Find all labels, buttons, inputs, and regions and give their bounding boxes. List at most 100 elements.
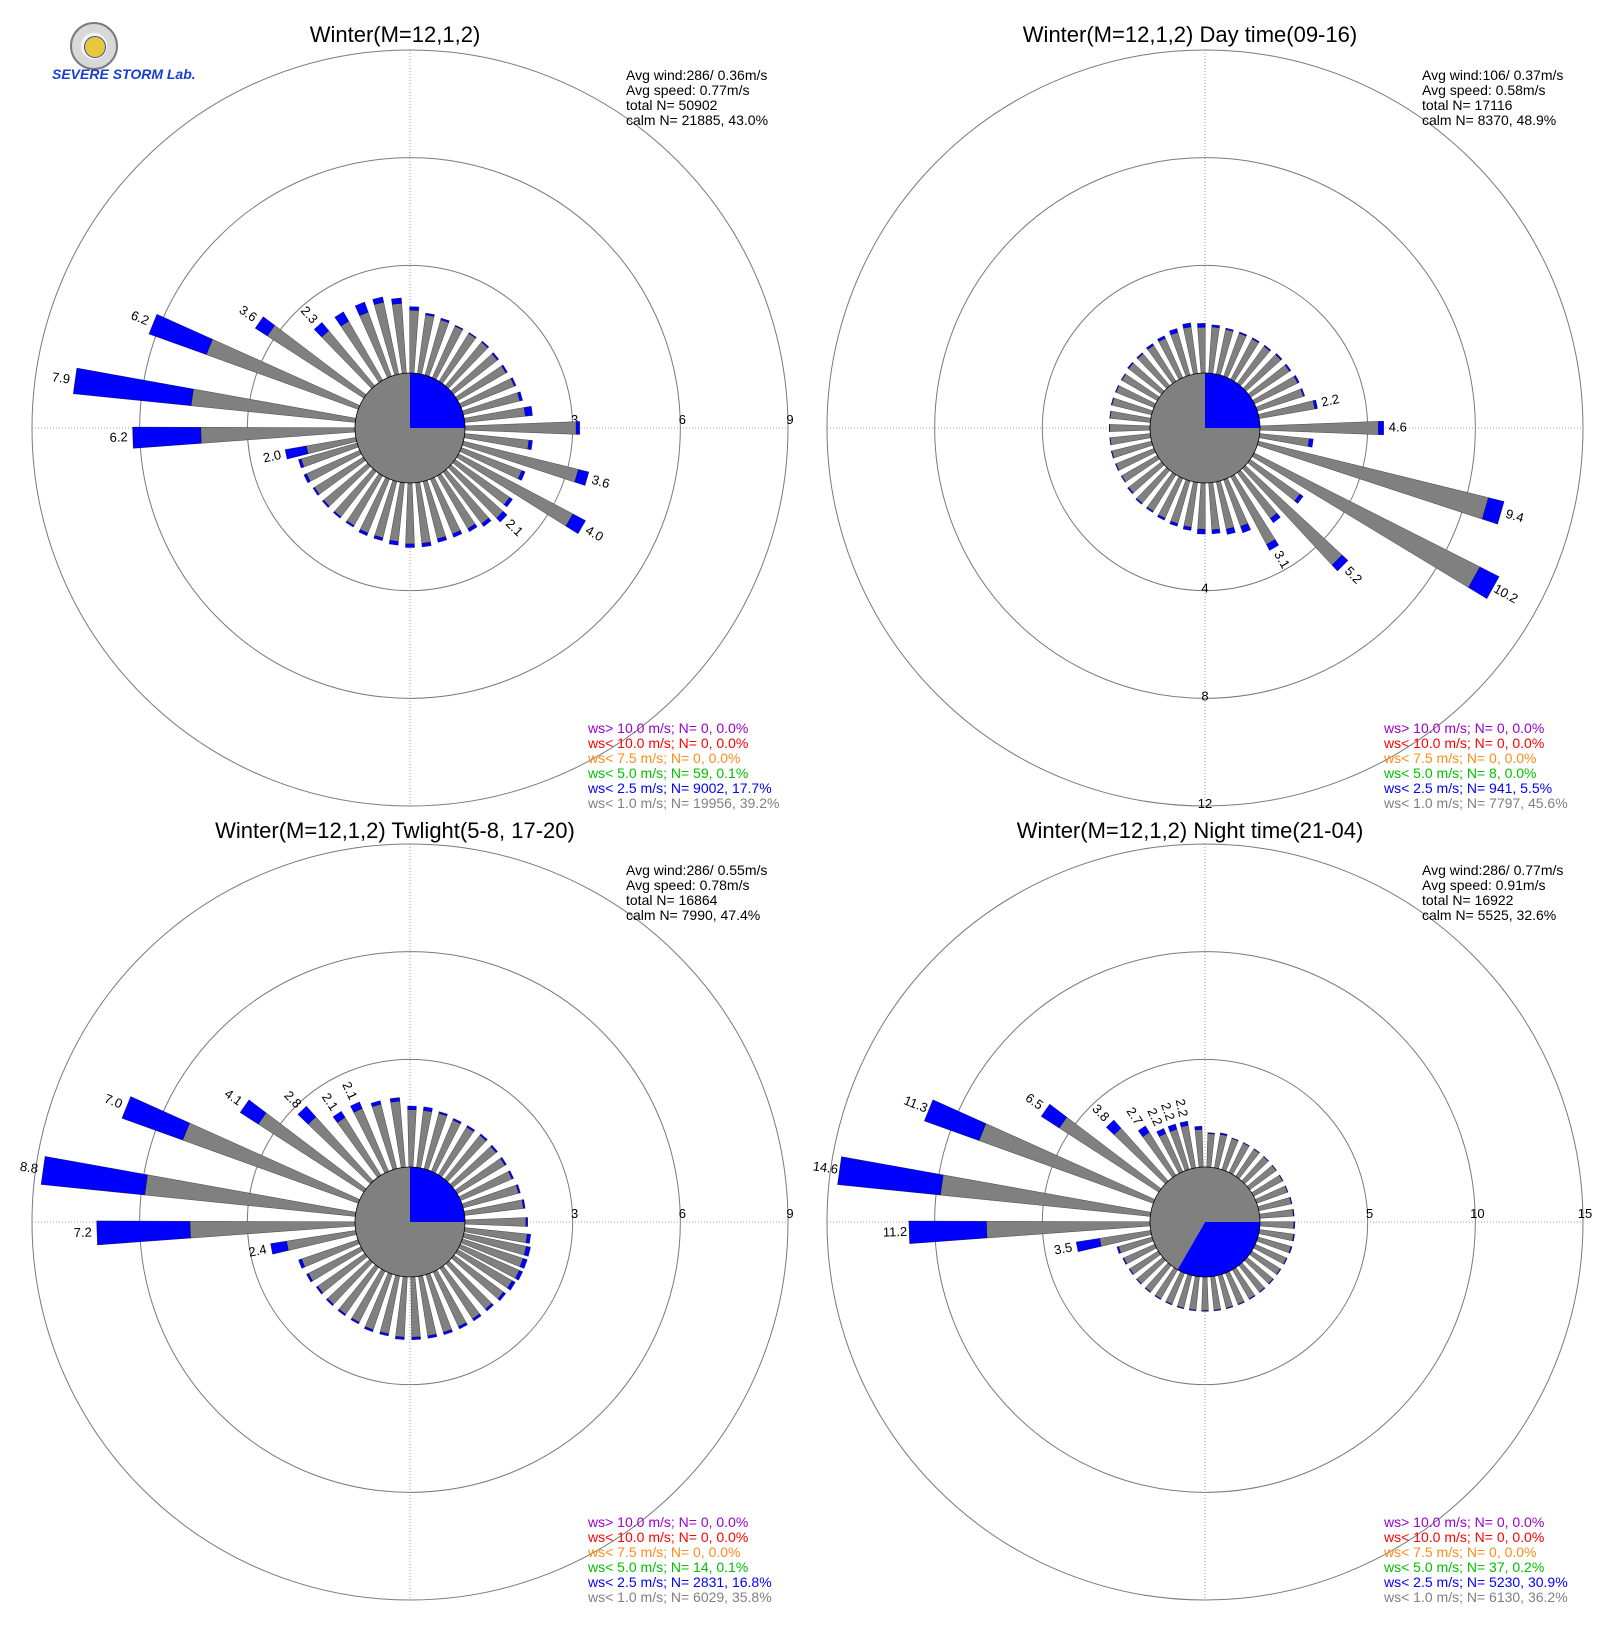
stats-line: calm N= 5525, 32.6% [1422, 907, 1556, 923]
petal-segment-lt2_5 [132, 426, 202, 449]
petal-value-label: 11.2 [883, 1224, 908, 1240]
petal-segment-lt1 [410, 1276, 421, 1338]
petal-value-label: 2.1 [319, 1090, 342, 1113]
petal-segment-lt2_5 [454, 324, 464, 331]
petal-segment-lt2_5 [440, 317, 450, 323]
petal-segment-lt2_5 [490, 1144, 498, 1153]
petal-segment-lt2_5 [515, 1184, 521, 1194]
legend-entry: ws< 10.0 m/s; N= 0, 0.0% [1383, 1529, 1544, 1545]
petal-segment-lt2_5 [370, 1100, 382, 1107]
petal-value-label: 10.2 [1491, 581, 1520, 606]
ring-tick-label: 3 [571, 412, 578, 427]
petal-segment-lt2_5 [239, 1099, 267, 1125]
petal-value-label: 2.1 [503, 516, 526, 539]
petal-segment-lt2_5 [1284, 1185, 1289, 1193]
petal-segment-lt2_5 [479, 1133, 488, 1142]
petal-segment-lt2_5 [298, 1258, 305, 1269]
petal-segment-lt2_5 [1225, 1305, 1234, 1310]
petal-segment-lt2_5 [411, 1336, 421, 1340]
petal-segment-lt2_5 [524, 406, 533, 417]
calm-sector [355, 373, 465, 483]
stats-line: Avg speed: 0.77m/s [626, 82, 749, 98]
petal-segment-lt2_5 [96, 1220, 191, 1246]
petal-segment-lt2_5 [1211, 528, 1221, 535]
petal-value-label: 6.2 [109, 429, 128, 445]
petal-segment-lt2_5 [1157, 335, 1166, 342]
petal-segment-lt2_5 [337, 1308, 347, 1317]
petal-segment-lt2_5 [1237, 1301, 1245, 1306]
petal-segment-lt2_5 [481, 517, 492, 527]
petal-segment-lt1 [464, 421, 577, 435]
university-seal-icon [70, 22, 118, 70]
petal-segment-lt1 [1259, 1209, 1294, 1219]
legend-entry: ws< 7.5 m/s; N= 0, 0.0% [587, 1544, 741, 1560]
ring-tick-label: 9 [786, 1206, 793, 1221]
petal-segment-lt2_5 [437, 536, 447, 543]
stats-line: Avg wind:286/ 0.77m/s [1422, 862, 1563, 878]
petal-segment-lt2_5 [1120, 475, 1126, 483]
petal-value-label: 14.6 [812, 1158, 839, 1176]
stats-line: calm N= 21885, 43.0% [626, 112, 768, 128]
legend-entry: ws< 10.0 m/s; N= 0, 0.0% [587, 735, 748, 751]
petal-segment-lt2_5 [1176, 1305, 1185, 1310]
petal-value-label: 7.9 [51, 369, 71, 386]
calm-sector [1150, 373, 1260, 483]
petal-segment-lt2_5 [1288, 1246, 1293, 1254]
stats-line: calm N= 7990, 47.4% [626, 907, 760, 923]
petal-segment-lt2_5 [1169, 328, 1179, 335]
petal-segment-lt2_5 [518, 470, 526, 481]
lab-brand-text: SEVERE STORM Lab. [52, 66, 196, 82]
petal-segment-lt2_5 [1307, 438, 1314, 448]
petal-segment-lt1 [407, 1109, 417, 1168]
petal-segment-lt2_5 [1263, 344, 1272, 352]
petal-segment-lt2_5 [1197, 528, 1206, 535]
petal-segment-lt2_5 [1109, 410, 1112, 419]
petal-value-label: 4.0 [583, 522, 606, 544]
petal-segment-lt2_5 [1179, 1120, 1189, 1128]
petal-segment-lt2_5 [1275, 353, 1283, 361]
petal-segment-lt2_5 [322, 499, 330, 508]
ring-tick-label: 6 [679, 412, 686, 427]
petal-segment-lt2_5 [1114, 463, 1120, 471]
calm-circle [354, 372, 466, 484]
petal-segment-lt2_5 [1225, 527, 1236, 535]
petal-segment-lt2_5 [1106, 1119, 1122, 1135]
petal-segment-lt2_5 [395, 1336, 405, 1340]
petal-segment-lt2_5 [303, 473, 311, 484]
petal-segment-lt2_5 [565, 513, 586, 535]
petal-segment-lt2_5 [1114, 385, 1120, 393]
calm-sector [355, 1167, 465, 1277]
stats-line: total N= 16864 [626, 892, 718, 908]
petal-segment-lt2_5 [1169, 521, 1179, 527]
petal-segment-lt2_5 [1040, 1103, 1068, 1129]
petal-segment-lt2_5 [1263, 1155, 1270, 1162]
petal-segment-lt2_5 [1137, 1125, 1150, 1137]
petal-segment-lt2_5 [1225, 327, 1234, 332]
petal-segment-lt2_5 [148, 314, 213, 355]
petal-segment-lt2_5 [1259, 1287, 1266, 1293]
petal-value-label: 3.1 [1271, 548, 1293, 571]
petal-segment-lt2_5 [1167, 1123, 1178, 1132]
petal-segment-lt2_5 [452, 1118, 462, 1124]
petal-segment-lt2_5 [1146, 343, 1154, 350]
legend-entry: ws< 10.0 m/s; N= 0, 0.0% [587, 1529, 748, 1545]
petal-segment-lt1 [1259, 1221, 1294, 1229]
petal-segment-lt2_5 [1197, 323, 1206, 328]
petal-segment-lt2_5 [525, 1217, 528, 1227]
petal-segment-lt2_5 [1127, 361, 1134, 369]
ring-tick-label: 12 [1198, 796, 1212, 811]
petal-value-label: 2.1 [339, 1079, 360, 1102]
petal-segment-lt2_5 [1109, 424, 1110, 432]
petal-value-label: 4.6 [1389, 419, 1407, 434]
petal-segment-lt2_5 [1135, 498, 1143, 505]
petal-segment-lt2_5 [364, 1326, 374, 1333]
petal-segment-lt2_5 [491, 352, 500, 361]
petal-segment-lt2_5 [391, 297, 402, 305]
petal-segment-lt1 [464, 1217, 527, 1227]
petal-segment-lt2_5 [1289, 1196, 1293, 1205]
legend-entry: ws< 10.0 m/s; N= 0, 0.0% [1383, 735, 1544, 751]
calm-sector [1177, 1222, 1260, 1277]
windrose-panel: 4 8 12 4.6 2.2 3.1 5.2 10.2 9.4 Winter(M=12,1,2) … [826, 22, 1584, 811]
petal-segment-lt2_5 [1127, 487, 1134, 495]
